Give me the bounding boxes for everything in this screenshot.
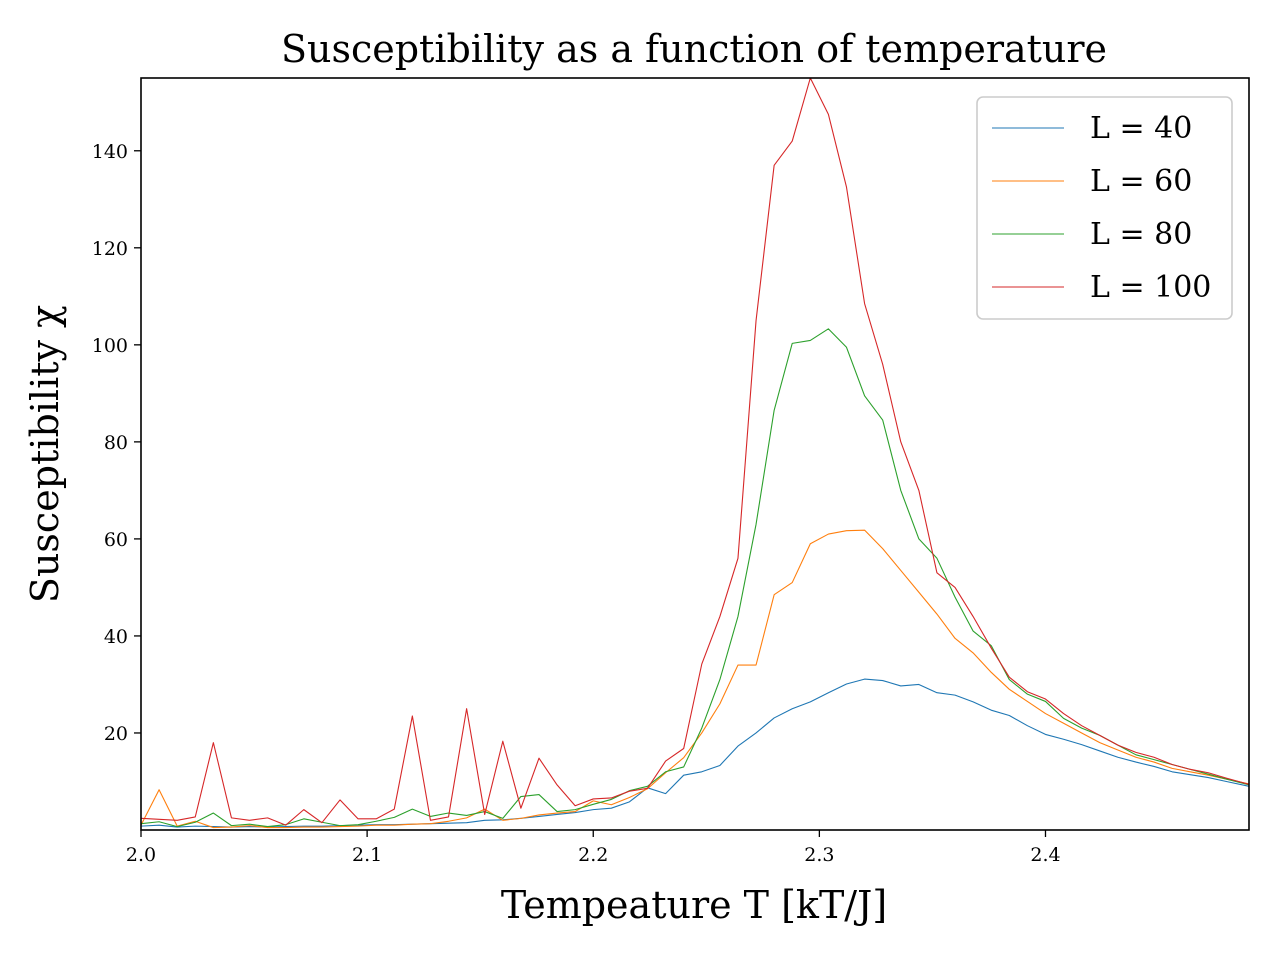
x-axis-label: Tempeature T [kT/J]: [501, 883, 887, 927]
y-tick-label: 80: [104, 432, 128, 454]
series-line-2: [140, 529, 1250, 829]
y-tick-label: 60: [104, 529, 128, 551]
x-tick-label: 2.1: [352, 844, 382, 866]
plot-frame: [140, 77, 1250, 831]
plot-lines: [140, 77, 1250, 829]
legend-entries: L = 40 L = 60 L = 80 L = 100: [992, 111, 1211, 305]
x-axis-ticks: 2.0 2.1 2.2 2.3 2.4: [126, 830, 1061, 866]
x-tick-label: 2.0: [126, 844, 156, 866]
y-axis-ticks: 20 40 60 80 100 120 140: [92, 141, 141, 745]
y-tick-label: 120: [92, 238, 128, 260]
legend-label-1: L = 40: [1090, 111, 1192, 146]
x-tick-label: 2.4: [1030, 844, 1060, 866]
series-line-4: [140, 77, 1250, 826]
legend-label-2: L = 60: [1090, 164, 1192, 199]
y-tick-label: 100: [92, 335, 128, 357]
y-tick-label: 20: [104, 723, 128, 745]
y-tick-label: 140: [92, 141, 128, 163]
legend-box: [976, 96, 1233, 320]
y-tick-label: 40: [104, 626, 128, 648]
x-tick-label: 2.3: [804, 844, 834, 866]
legend-label-4: L = 100: [1090, 270, 1211, 305]
legend-label-3: L = 80: [1090, 217, 1192, 252]
series-line-3: [140, 328, 1250, 828]
y-axis-label: Susceptibility χ: [23, 305, 67, 603]
x-tick-label: 2.2: [578, 844, 608, 866]
legend: L = 40 L = 60 L = 80 L = 100: [976, 96, 1233, 320]
series-line-1: [140, 678, 1250, 828]
chart-title: Susceptibility as a function of temperat…: [281, 27, 1107, 71]
